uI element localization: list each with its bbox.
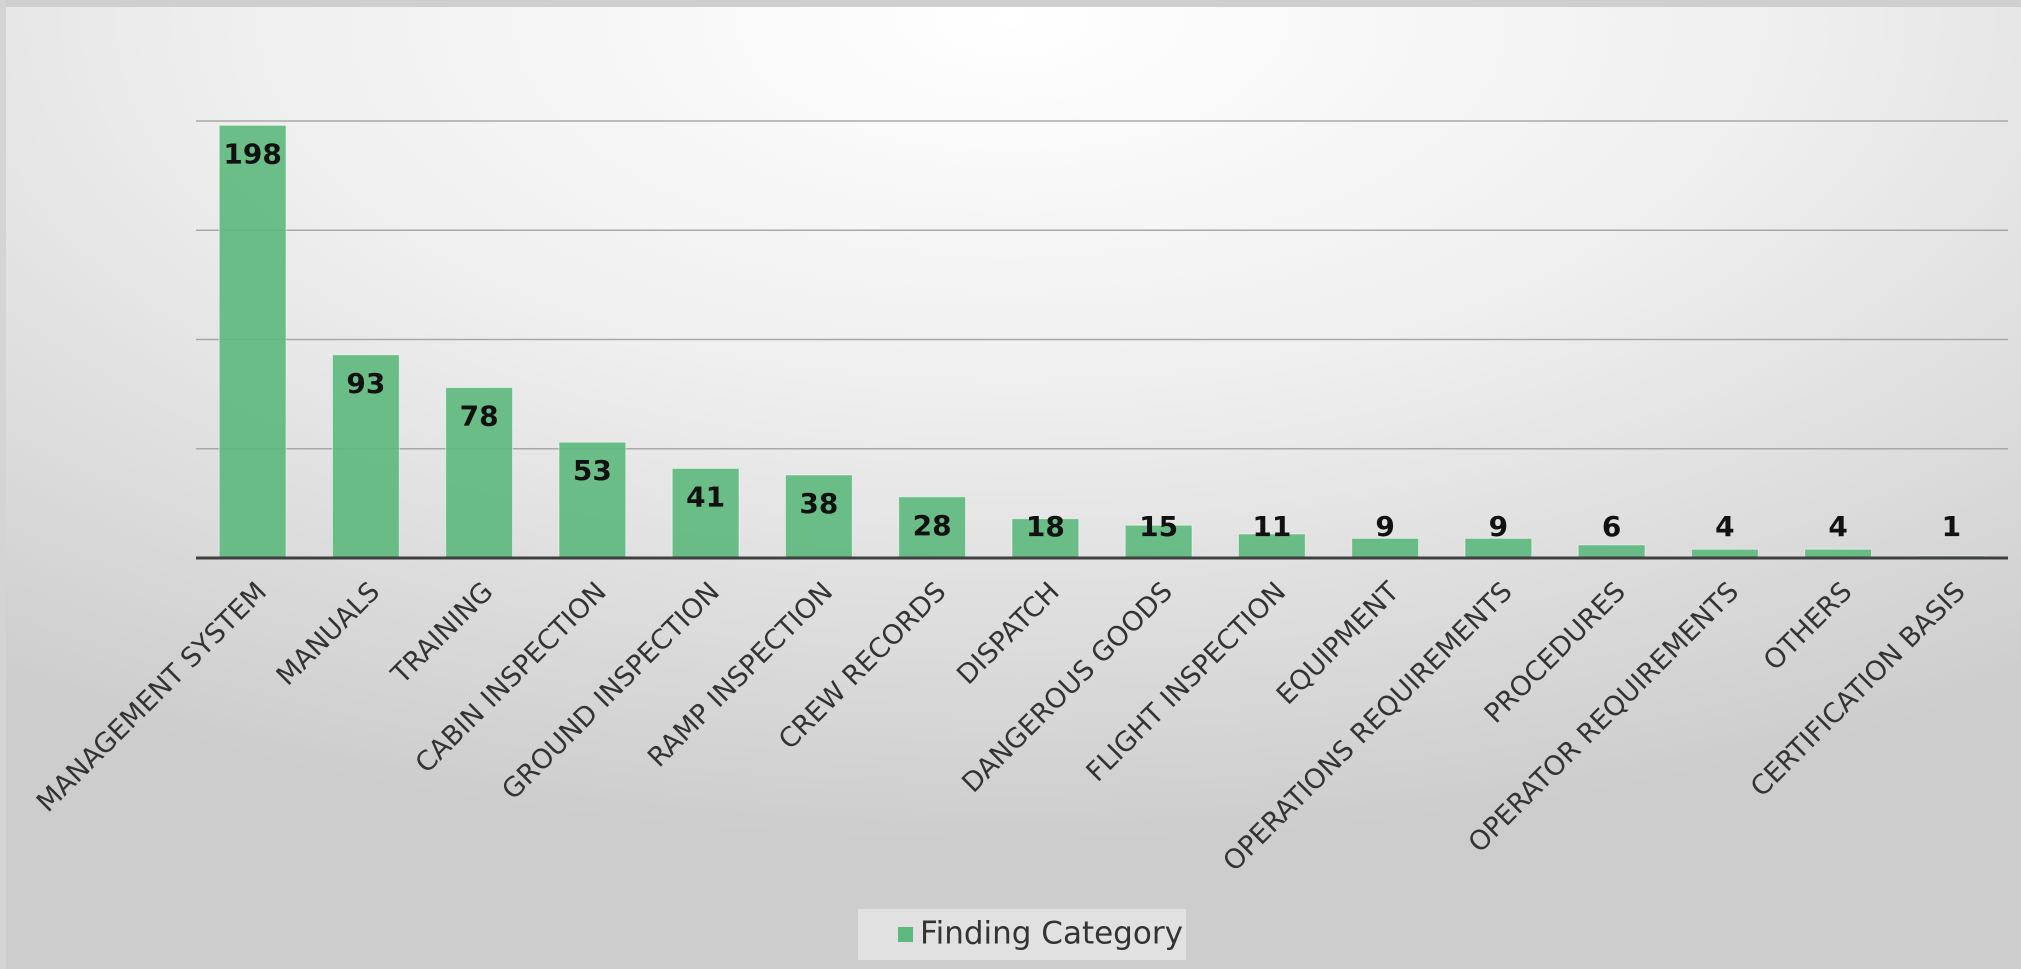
data-label: 38: [799, 487, 838, 520]
data-label: 15: [1139, 510, 1178, 543]
data-label: 4: [1715, 510, 1734, 543]
bar: [1237, 533, 1306, 559]
data-label: 53: [573, 454, 612, 487]
legend-label: Finding Category: [920, 916, 1183, 952]
data-label: 28: [913, 509, 952, 542]
legend-swatch: [898, 927, 913, 942]
bar: [218, 124, 287, 559]
data-label: 9: [1489, 510, 1508, 543]
bar: [671, 467, 740, 559]
data-label: 11: [1252, 510, 1291, 543]
data-label: 1: [1942, 510, 1961, 543]
data-label: 41: [686, 480, 725, 513]
bar: [898, 496, 967, 559]
bar: [558, 441, 627, 559]
bar: [784, 474, 853, 559]
data-label: 93: [346, 367, 385, 400]
bar: [445, 387, 514, 559]
data-label: 6: [1602, 510, 1621, 543]
data-label: 18: [1026, 510, 1065, 543]
left-strip: [0, 0, 6, 969]
bar: [1577, 544, 1646, 559]
bar: [331, 354, 400, 559]
data-label: 9: [1375, 510, 1394, 543]
bar: [1124, 524, 1193, 559]
data-label: 4: [1828, 510, 1847, 543]
data-label: 198: [223, 137, 281, 170]
top-strip: [0, 0, 2021, 7]
data-label: 78: [460, 400, 499, 433]
